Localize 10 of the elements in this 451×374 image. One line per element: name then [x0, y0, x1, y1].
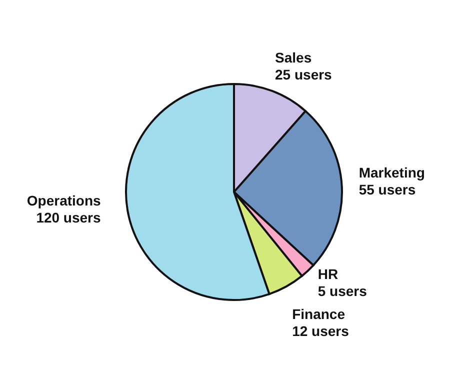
slice-label: Finance — [292, 306, 346, 322]
data-label: 120 users — [36, 210, 102, 226]
data-label: 25 users — [275, 66, 332, 82]
slice-label: HR — [318, 266, 338, 282]
data-label: 55 users — [358, 181, 416, 198]
data-label: 5 users — [318, 282, 368, 299]
data-label: 12 users — [292, 322, 350, 339]
slice-label: Sales — [275, 50, 312, 66]
slice-label: Marketing — [358, 164, 425, 181]
slice-label: Operations — [26, 192, 102, 209]
